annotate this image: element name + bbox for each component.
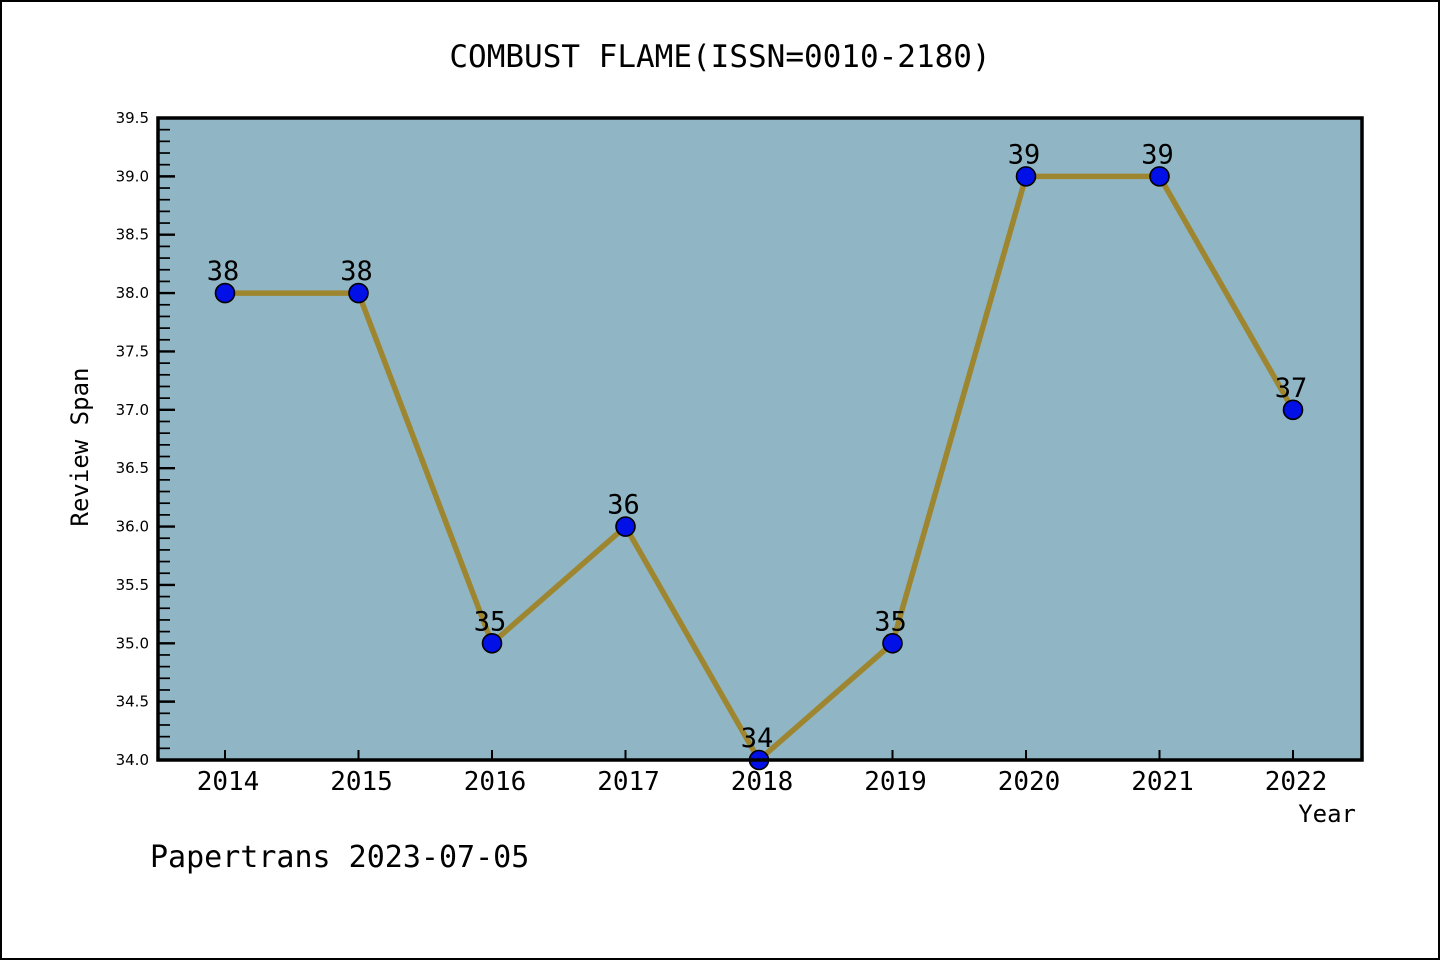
x-tick-label: 2019 (864, 767, 927, 797)
data-point-marker (615, 516, 636, 537)
data-point-marker (882, 632, 903, 654)
data-point-marker (1282, 399, 1304, 421)
y-axis-label: Review Span (66, 367, 94, 527)
data-point-label: 38 (340, 256, 373, 287)
data-point-label: 36 (607, 490, 640, 521)
data-point-label: 38 (207, 256, 240, 287)
y-tick-label: 38.0 (116, 284, 149, 302)
x-tick-label: 2022 (1265, 767, 1328, 797)
y-tick-label: 38.5 (116, 226, 149, 244)
data-point-label: 39 (1141, 139, 1174, 170)
y-tick-label: 34.5 (116, 693, 149, 711)
x-tick-label: 2017 (597, 767, 660, 797)
y-tick-label: 37.0 (116, 401, 149, 419)
data-point-label: 37 (1275, 373, 1308, 404)
y-tick-label: 35.5 (116, 576, 149, 594)
chart-title: COMBUST FLAME(ISSN=0010-2180) (449, 39, 991, 75)
x-tick-label: 2020 (998, 767, 1061, 797)
y-tick-label: 39.5 (116, 109, 149, 127)
data-point-label: 34 (741, 723, 774, 754)
data-point-label: 39 (1008, 139, 1041, 170)
x-tick-label: 2016 (464, 767, 527, 797)
y-tick-label: 36.0 (116, 518, 149, 536)
watermark-text: Papertrans 2023-07-05 (150, 840, 530, 875)
y-tick-label: 36.5 (116, 459, 149, 477)
y-tick-label: 39.0 (116, 167, 149, 185)
y-tick-label: 37.5 (116, 342, 149, 360)
data-point-marker (481, 632, 503, 654)
x-tick-label: 2018 (731, 767, 794, 797)
data-point-marker (1149, 166, 1170, 187)
x-axis-label: Year (1298, 800, 1356, 828)
y-tick-label: 34.0 (116, 751, 149, 769)
data-point-marker (214, 282, 236, 304)
data-point-marker (1015, 166, 1037, 187)
data-point-marker (348, 282, 369, 304)
plot-background (158, 118, 1362, 760)
x-tick-label: 2021 (1131, 767, 1194, 797)
x-tick-label: 2015 (330, 767, 393, 797)
data-point-label: 35 (874, 606, 907, 637)
x-tick-label: 2014 (197, 767, 260, 797)
plot-frame (156, 116, 1364, 762)
data-point-label: 35 (474, 606, 507, 637)
y-tick-label: 35.0 (116, 634, 149, 652)
